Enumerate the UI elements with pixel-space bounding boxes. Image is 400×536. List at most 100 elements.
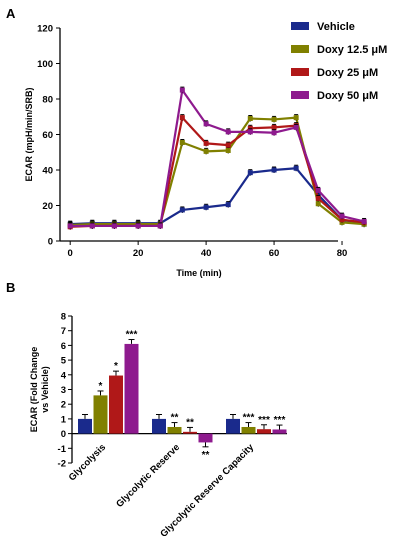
data-point <box>293 115 299 121</box>
data-point <box>203 148 209 154</box>
y-tick-label: 40 <box>42 166 53 177</box>
significance-marker: ** <box>171 413 179 424</box>
data-point <box>247 116 253 122</box>
data-point <box>225 129 231 135</box>
significance-marker: ** <box>186 417 194 428</box>
y-tick-label: 20 <box>42 201 53 212</box>
y-tick-label: 8 <box>61 312 66 323</box>
y-axis-title-line1: ECAR (Fold Change <box>29 347 39 433</box>
legend-label: Doxy 25 μM <box>317 67 378 79</box>
series-line <box>70 116 365 227</box>
y-tick-label: 5 <box>61 356 67 367</box>
data-point <box>271 167 277 173</box>
y-tick-label: -1 <box>58 444 67 455</box>
legend-label: Doxy 50 μM <box>317 90 378 102</box>
data-point <box>225 202 231 208</box>
data-point <box>315 201 321 207</box>
panel-b-label: B <box>6 280 15 295</box>
data-point <box>271 124 277 130</box>
y-tick-label: 3 <box>61 385 66 396</box>
data-point <box>247 170 253 176</box>
data-point <box>135 223 141 229</box>
y-tick-label: 2 <box>61 400 66 411</box>
data-point <box>293 165 299 171</box>
data-point <box>203 204 209 210</box>
series-line <box>70 116 365 228</box>
data-point <box>179 207 185 213</box>
bar <box>152 418 166 434</box>
x-tick-label: 40 <box>201 248 212 259</box>
significance-marker: *** <box>243 413 255 424</box>
bar <box>257 429 271 434</box>
data-point <box>179 115 185 121</box>
legend-swatch <box>291 22 309 30</box>
y-axis-title-line2: vs Vehicle) <box>40 366 50 413</box>
significance-marker: * <box>114 361 118 372</box>
bar <box>109 375 123 434</box>
data-point <box>339 217 345 223</box>
data-point <box>111 223 117 229</box>
data-point <box>361 218 367 224</box>
panel-a-label: A <box>6 6 16 21</box>
bar <box>124 343 139 434</box>
significance-marker: ** <box>202 450 210 461</box>
bar <box>93 395 108 434</box>
y-tick-label: -2 <box>58 459 66 470</box>
data-point <box>247 125 253 131</box>
data-point <box>179 139 185 145</box>
category-label: Glycolytic Reserve <box>114 442 182 510</box>
series-line <box>70 89 365 228</box>
x-axis-title: Time (min) <box>176 268 221 278</box>
x-tick-label: 0 <box>68 248 73 259</box>
data-point <box>247 129 253 135</box>
y-tick-label: 120 <box>37 24 53 35</box>
legend-label: Vehicle <box>317 21 355 33</box>
data-point <box>271 130 277 136</box>
y-tick-label: 7 <box>61 326 66 337</box>
data-point <box>225 142 231 148</box>
y-tick-label: 1 <box>61 414 67 425</box>
data-point <box>315 187 321 193</box>
bar <box>183 431 197 434</box>
y-tick-label: 6 <box>61 341 66 352</box>
y-tick-label: 4 <box>61 370 67 381</box>
legend-swatch <box>291 91 309 99</box>
data-point <box>179 87 185 93</box>
legend-swatch <box>291 45 309 53</box>
y-tick-label: 100 <box>37 59 53 70</box>
data-point <box>225 147 231 153</box>
y-tick-label: 0 <box>61 429 66 440</box>
data-point <box>67 223 73 229</box>
y-axis-title: ECAR (mpH/min/SRB) <box>24 87 34 181</box>
bar <box>226 418 240 434</box>
legend-label: Doxy 12.5 μM <box>317 44 387 56</box>
x-tick-label: 80 <box>337 248 348 259</box>
bar <box>78 418 92 434</box>
category-label: Glycolysis <box>67 442 108 483</box>
data-point <box>315 195 321 201</box>
y-tick-label: 80 <box>42 95 53 106</box>
bar <box>167 426 182 434</box>
significance-marker: *** <box>126 330 138 341</box>
x-tick-label: 60 <box>269 248 280 259</box>
line-chart: 0 20 40 60 80 100 120 0 20 40 60 80 Time (min) ECAR (… <box>24 21 387 278</box>
data-point <box>293 124 299 130</box>
data-point <box>203 121 209 127</box>
y-tick-label: 0 <box>48 237 53 248</box>
data-point <box>203 140 209 146</box>
bar <box>241 426 256 434</box>
data-point <box>271 116 277 122</box>
significance-marker: *** <box>274 415 286 426</box>
data-point <box>339 213 345 219</box>
legend-swatch <box>291 68 309 76</box>
y-tick-label: 60 <box>42 130 53 141</box>
bar-chart: -2 -1 0 1 2 3 4 5 6 7 8 ECAR (Fold Change vs Vehicle… <box>29 312 287 536</box>
significance-marker: * <box>99 381 103 392</box>
x-tick-label: 20 <box>133 248 144 259</box>
data-point <box>157 223 163 229</box>
bar <box>272 429 287 434</box>
bar <box>198 433 213 443</box>
data-point <box>89 223 95 229</box>
significance-marker: *** <box>258 415 270 426</box>
